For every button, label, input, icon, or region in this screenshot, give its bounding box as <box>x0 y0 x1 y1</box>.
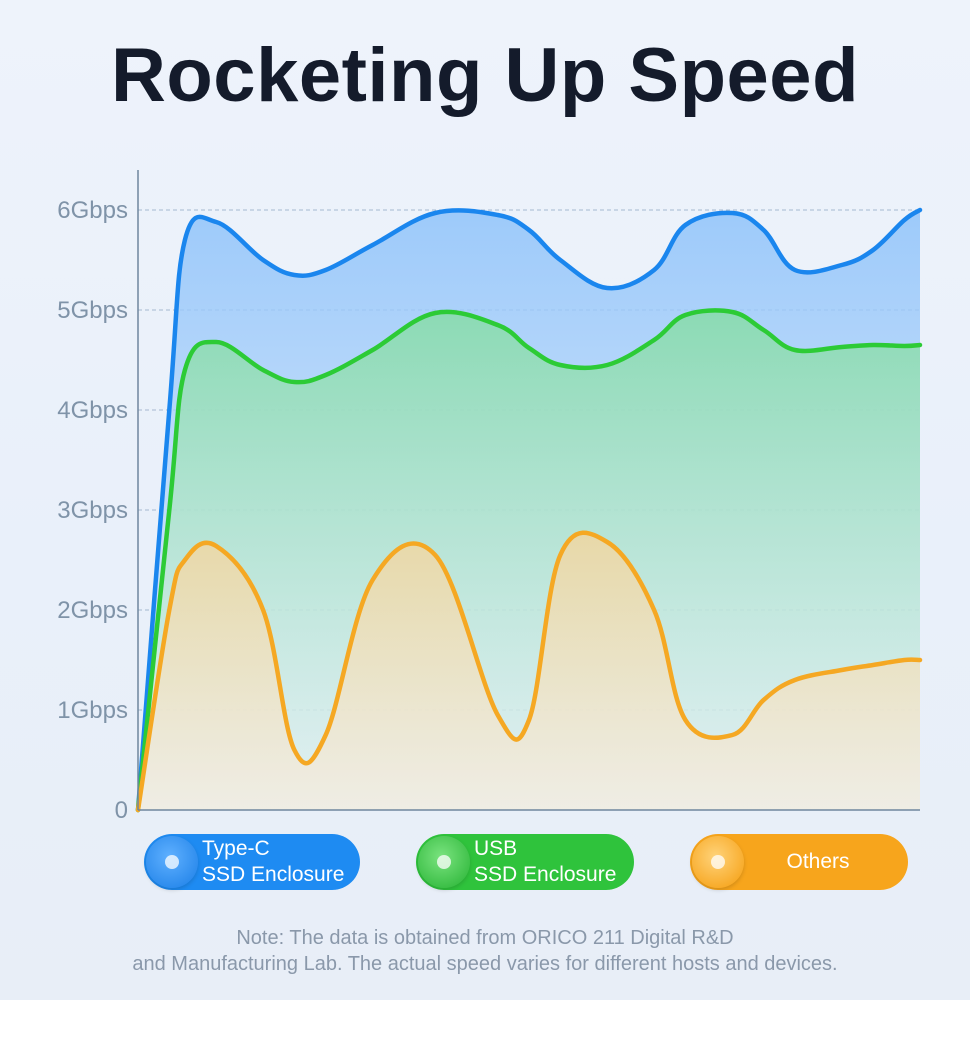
y-tick-label: 4Gbps <box>57 397 128 424</box>
legend-others: Others <box>690 834 908 890</box>
footnote-line-2: and Manufacturing Lab. The actual speed … <box>132 953 838 975</box>
y-tick-label: 0 <box>115 797 128 824</box>
footnote: Note: The data is obtained from ORICO 21… <box>0 925 970 977</box>
usb-series-line <box>135 308 923 813</box>
y-tick-label: 5Gbps <box>57 297 128 324</box>
y-tick-label: 6Gbps <box>57 197 128 224</box>
legend-dot-icon <box>692 836 744 888</box>
legend-usb-line1: USB <box>474 837 518 860</box>
legend-type-c-line1: Type-C <box>202 837 270 860</box>
legend-usb-line2: SSD Enclosure <box>474 863 617 886</box>
legend-dot-icon <box>146 836 198 888</box>
legend-type-c-line2: SSD Enclosure <box>202 863 345 886</box>
speed-chart: 0 1Gbps 2Gbps 3Gbps 4Gbps 5Gbps 6Gbps <box>57 170 923 824</box>
others-series-line <box>135 530 923 813</box>
footnote-line-1: Note: The data is obtained from ORICO 21… <box>236 927 734 949</box>
legend-dot-icon <box>418 836 470 888</box>
legend-usb: USB SSD Enclosure <box>416 834 634 890</box>
page-title: Rocketing Up Speed <box>111 33 859 118</box>
legend-type-c: Type-C SSD Enclosure <box>144 834 360 890</box>
y-tick-label: 2Gbps <box>57 597 128 624</box>
usb-series-area <box>138 310 920 810</box>
y-tick-label: 3Gbps <box>57 497 128 524</box>
legend-others-label: Others <box>786 850 850 873</box>
others-series-area <box>138 532 920 810</box>
y-tick-label: 1Gbps <box>57 697 128 724</box>
type-c-series-line <box>135 207 923 813</box>
